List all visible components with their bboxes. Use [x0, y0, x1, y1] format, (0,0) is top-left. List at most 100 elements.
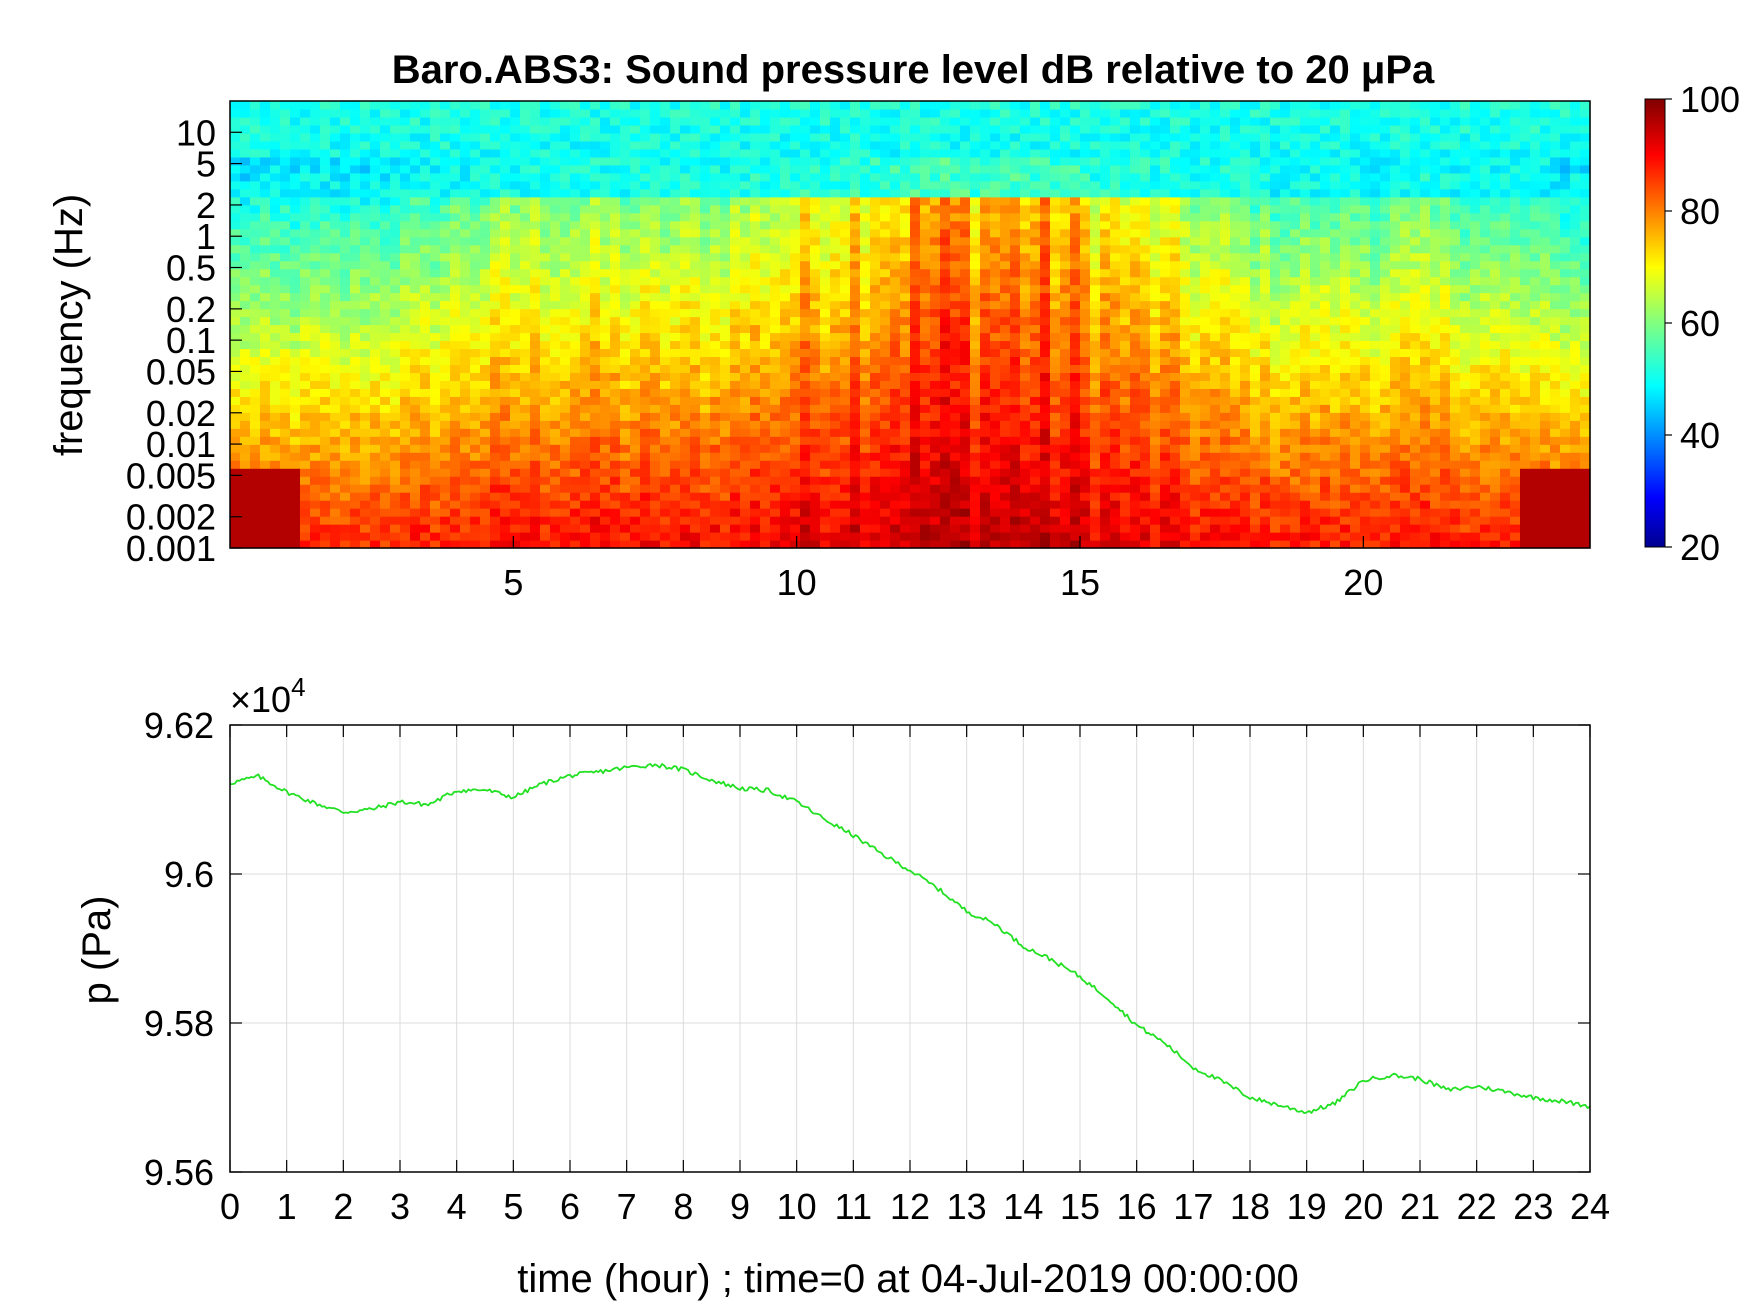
- heatmap-cell: [1060, 140, 1071, 150]
- heatmap-cell: [800, 148, 811, 158]
- heatmap-cell: [350, 300, 361, 310]
- heatmap-cell: [1110, 412, 1121, 421]
- heatmap-cell: [570, 292, 581, 302]
- heatmap-cell: [1020, 196, 1031, 206]
- heatmap-cell: [800, 132, 811, 142]
- heatmap-cell: [490, 228, 501, 238]
- heatmap-cell: [1030, 132, 1041, 142]
- heatmap-cell: [400, 364, 411, 373]
- heatmap-cell: [470, 276, 481, 286]
- heatmap-cell: [290, 236, 301, 246]
- heatmap-cell: [730, 436, 741, 445]
- heatmap-cell: [700, 300, 711, 310]
- heatmap-cell: [1100, 540, 1111, 549]
- heatmap-cell: [930, 412, 941, 421]
- heatmap-cell: [670, 188, 681, 198]
- heatmap-cell: [410, 508, 421, 517]
- heatmap-cell: [1110, 196, 1121, 206]
- heatmap-cell: [460, 396, 471, 405]
- heatmap-cell: [270, 132, 281, 142]
- heatmap-cell: [900, 308, 911, 318]
- heatmap-cell: [230, 204, 241, 214]
- heatmap-cell: [580, 284, 591, 294]
- heatmap-cell: [480, 204, 491, 214]
- heatmap-cell: [340, 252, 351, 262]
- heatmap-cell: [1030, 124, 1041, 134]
- heatmap-cell: [880, 452, 891, 461]
- heatmap-cell: [1040, 252, 1051, 262]
- heatmap-cell: [320, 140, 331, 150]
- heatmap-cell: [310, 252, 321, 262]
- heatmap-cell: [290, 132, 301, 142]
- heatmap-cell: [380, 220, 391, 230]
- heatmap-cell: [890, 404, 901, 413]
- heatmap-cell: [1000, 268, 1011, 278]
- heatmap-cell: [850, 148, 861, 158]
- heatmap-cell: [1110, 476, 1121, 485]
- heatmap-cell: [990, 212, 1001, 222]
- heatmap-cell: [540, 420, 551, 429]
- heatmap-cell: [480, 172, 491, 182]
- heatmap-cell: [930, 132, 941, 142]
- heatmap-cell: [780, 356, 791, 366]
- heatmap-cell: [770, 101, 781, 110]
- heatmap-cell: [450, 516, 461, 525]
- heatmap-cell: [660, 348, 671, 358]
- heatmap-cell: [350, 188, 361, 198]
- heatmap-cell: [650, 396, 661, 405]
- heatmap-cell: [990, 244, 1001, 254]
- heatmap-cell: [310, 220, 321, 230]
- heatmap-cell: [380, 308, 391, 318]
- heatmap-cell: [850, 204, 861, 214]
- heatmap-cell: [600, 468, 611, 477]
- heatmap-cell: [360, 188, 371, 198]
- heatmap-cell: [690, 316, 701, 326]
- heatmap-cell: [1000, 508, 1011, 517]
- heatmap-cell: [340, 300, 351, 310]
- heatmap-cell: [770, 420, 781, 429]
- heatmap-cell: [340, 428, 351, 437]
- heatmap-cell: [670, 108, 681, 118]
- heatmap-cell: [820, 348, 831, 358]
- heatmap-cell: [900, 124, 911, 134]
- heatmap-cell: [390, 396, 401, 405]
- heatmap-cell: [1010, 340, 1021, 350]
- heatmap-cell: [880, 196, 891, 206]
- heatmap-cell: [870, 268, 881, 278]
- heatmap-cell: [990, 292, 1001, 302]
- heatmap-cell: [1090, 228, 1101, 238]
- heatmap-cell: [560, 508, 571, 517]
- heatmap-cell: [620, 540, 631, 549]
- heatmap-cell: [360, 436, 371, 445]
- heatmap-cell: [900, 420, 911, 429]
- heatmap-cell: [370, 124, 381, 134]
- heatmap-cell: [500, 172, 511, 182]
- heatmap-cell: [1010, 540, 1021, 549]
- heatmap-cell: [1000, 516, 1011, 525]
- heatmap-cell: [720, 468, 731, 477]
- heatmap-cell: [1070, 396, 1081, 405]
- heatmap-cell: [810, 532, 821, 541]
- heatmap-cell: [1100, 140, 1111, 150]
- heatmap-cell: [910, 372, 921, 381]
- heatmap-cell: [990, 316, 1001, 326]
- heatmap-cell: [1110, 156, 1121, 166]
- heatmap-cell: [310, 244, 321, 254]
- heatmap-cell: [590, 148, 601, 158]
- heatmap-cell: [930, 164, 941, 174]
- heatmap-cell: [910, 364, 921, 373]
- heatmap-cell: [750, 516, 761, 525]
- heatmap-cell: [280, 124, 291, 134]
- heatmap-cell: [560, 380, 571, 389]
- heatmap-cell: [660, 228, 671, 238]
- heatmap-cell: [380, 284, 391, 294]
- heatmap-cell: [900, 524, 911, 533]
- heatmap-cell: [750, 148, 761, 158]
- heatmap-cell: [950, 300, 961, 310]
- heatmap-cell: [940, 460, 951, 469]
- heatmap-cell: [410, 164, 421, 174]
- heatmap-cell: [610, 164, 621, 174]
- heatmap-cell: [980, 492, 991, 501]
- spectrogram-title: Baro.ABS3: Sound pressure level dB relat…: [392, 48, 1435, 92]
- heatmap-cell: [840, 116, 851, 126]
